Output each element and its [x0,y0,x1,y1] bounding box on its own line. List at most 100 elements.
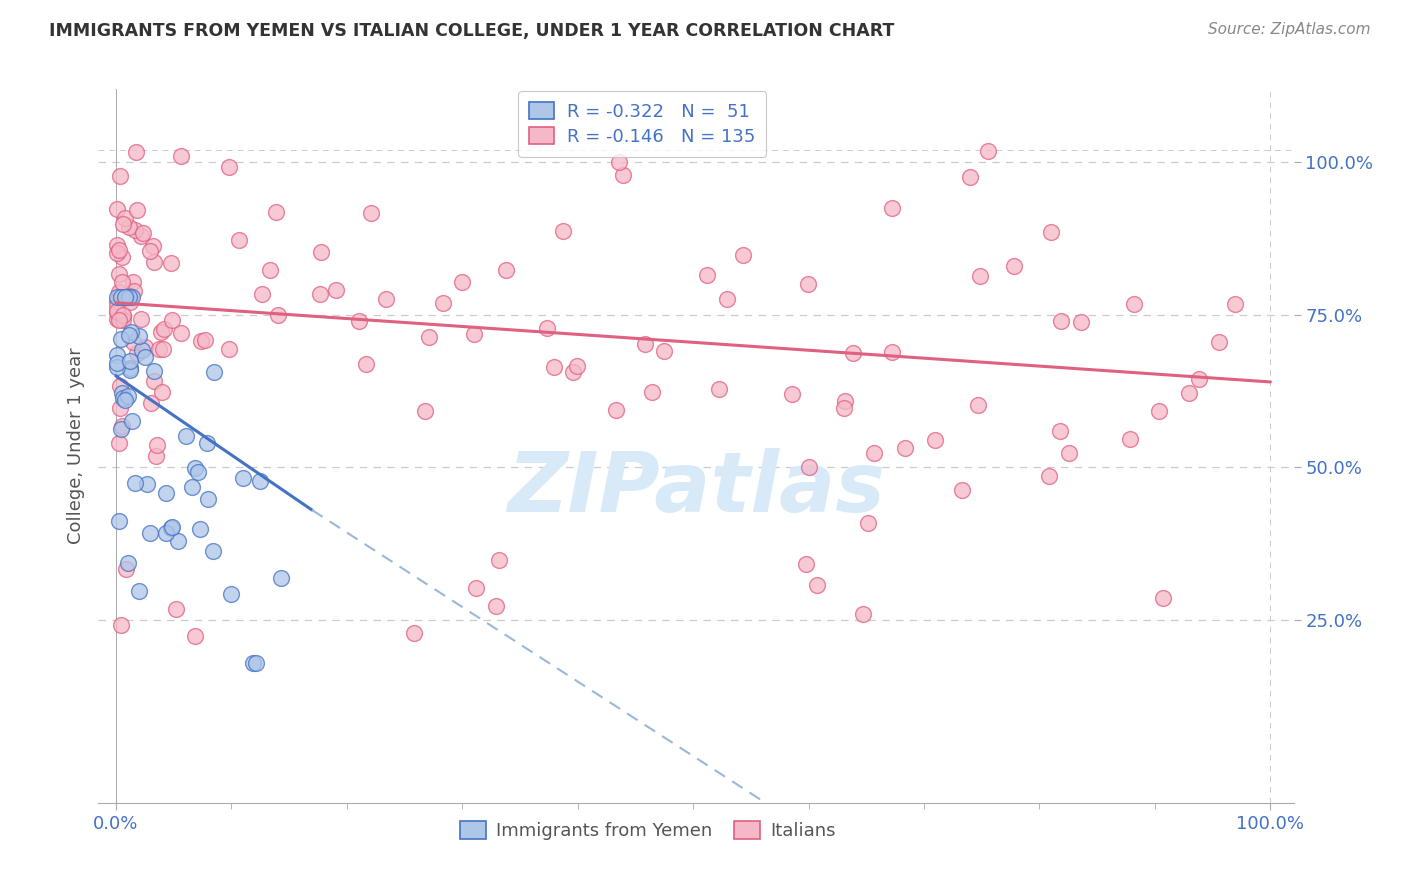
Point [145,449,167,463]
Point [696,268,718,282]
Point [112,309,135,323]
Point [105,300,128,314]
Point [404,625,426,640]
Point [184,460,207,475]
Point [120,361,142,376]
Point [105,360,128,375]
Point [105,245,128,260]
Point [122,284,145,298]
Point [142,239,165,253]
Point [142,255,165,269]
Point [118,289,141,303]
Point [114,290,136,304]
Point [852,607,875,622]
Point [195,436,218,450]
Point [150,384,173,399]
Point [124,223,146,237]
Point [170,326,193,340]
Point [128,329,150,343]
Point [111,250,134,264]
Point [134,340,156,354]
Point [112,309,135,323]
Point [1049,424,1071,438]
Point [856,516,879,530]
Point [127,202,149,217]
Point [105,289,128,303]
Point [105,311,128,326]
Point [197,492,219,507]
Point [245,656,267,670]
Point [118,354,141,368]
Point [111,391,134,405]
Point [219,586,242,600]
Point [264,204,287,219]
Point [797,277,820,292]
Point [194,333,217,347]
Point [190,334,212,348]
Point [118,220,141,235]
Point [1147,404,1170,418]
Point [114,392,136,407]
Point [110,332,132,346]
Y-axis label: College, Under 1 year: College, Under 1 year [66,348,84,544]
Point [834,393,856,408]
Point [112,217,135,231]
Point [142,375,165,389]
Point [551,224,574,238]
Point [174,428,197,442]
Point [267,308,290,322]
Point [309,287,332,301]
Point [187,466,209,480]
Text: Source: ZipAtlas.com: Source: ZipAtlas.com [1208,22,1371,37]
Point [138,526,160,541]
Point [105,303,128,318]
Point [110,422,132,436]
Point [242,656,264,670]
Point [131,343,153,357]
Point [117,289,139,303]
Point [148,342,170,356]
Point [118,327,141,342]
Point [139,244,162,259]
Point [607,154,630,169]
Legend: Immigrants from Yemen, Italians: Immigrants from Yemen, Italians [453,814,844,847]
Point [565,359,588,373]
Point [165,602,187,616]
Point [125,145,148,159]
Point [118,295,141,310]
Point [218,342,240,356]
Point [794,557,817,571]
Point [110,618,132,632]
Point [228,233,250,247]
Point [117,389,139,403]
Point [145,437,167,451]
Point [842,345,865,359]
Text: IMMIGRANTS FROM YEMEN VS ITALIAN COLLEGE, UNDER 1 YEAR CORRELATION CHART: IMMIGRANTS FROM YEMEN VS ITALIAN COLLEGE… [49,22,894,40]
Point [105,356,128,370]
Point [114,289,136,303]
Point [797,459,820,474]
Point [155,485,177,500]
Point [880,201,903,215]
Point [108,401,131,416]
Point [114,211,136,225]
Point [413,404,436,418]
Point [152,342,174,356]
Point [111,386,134,401]
Point [1038,469,1060,483]
Point [1002,259,1025,273]
Point [142,364,165,378]
Point [160,520,183,534]
Point [465,581,488,595]
Point [325,283,347,297]
Point [105,348,128,362]
Point [105,238,128,252]
Point [1049,314,1071,328]
Point [184,629,207,643]
Point [488,552,510,566]
Point [107,312,129,326]
Point [1152,591,1174,605]
Point [124,475,146,490]
Point [108,267,131,281]
Point [108,244,131,258]
